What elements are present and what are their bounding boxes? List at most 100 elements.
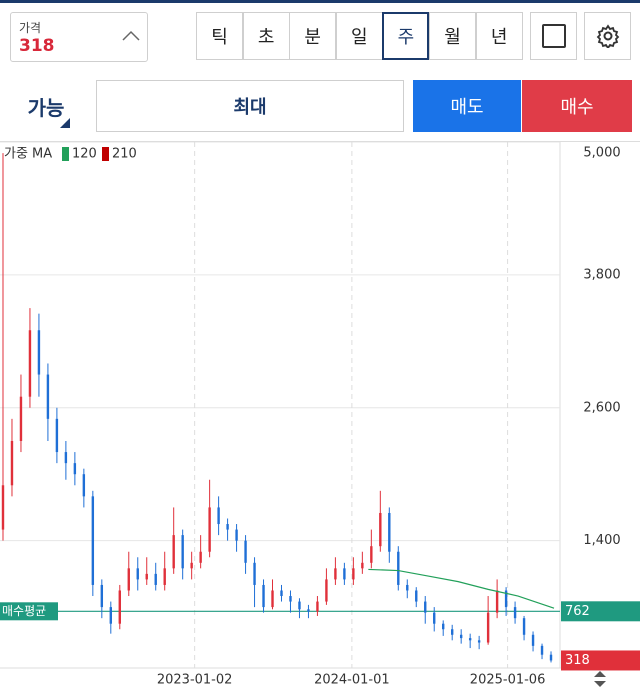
candle-body xyxy=(10,440,14,486)
candle-body xyxy=(208,507,211,552)
candle-body xyxy=(307,609,310,612)
candle-body xyxy=(325,579,328,602)
candle-body xyxy=(199,551,202,563)
candle-body xyxy=(450,629,454,635)
timeframe-button[interactable]: 월 xyxy=(429,12,476,60)
candle xyxy=(181,529,184,580)
quantity-field[interactable]: 최대 xyxy=(96,80,404,132)
candle xyxy=(10,418,14,497)
candle-body xyxy=(486,612,490,643)
ma-line xyxy=(368,568,555,609)
candle xyxy=(325,568,328,605)
checkbox-button[interactable] xyxy=(530,12,577,60)
candle xyxy=(136,557,139,591)
candle xyxy=(199,535,202,569)
candle-body xyxy=(388,512,391,552)
candle-body xyxy=(145,573,148,580)
candle xyxy=(504,587,508,616)
candle-body xyxy=(127,568,130,591)
candle xyxy=(217,496,220,536)
candle xyxy=(468,633,472,649)
candle-body xyxy=(163,568,166,585)
buy-button[interactable]: 매수 xyxy=(522,80,632,132)
legend-title: 가중 MA xyxy=(4,147,52,162)
candle-body xyxy=(226,524,229,530)
mode-button[interactable]: 가능 xyxy=(6,80,86,132)
candle-body xyxy=(477,640,481,643)
y-tick-label: 1,400 xyxy=(583,533,620,548)
candle-body xyxy=(280,590,283,597)
candle-body xyxy=(415,590,418,602)
candle xyxy=(73,452,77,486)
candle-body xyxy=(316,601,319,612)
candle-body xyxy=(46,374,50,419)
checkbox xyxy=(541,24,566,48)
candle-body xyxy=(531,634,535,646)
last-price-bg xyxy=(561,650,640,671)
candle xyxy=(289,590,292,613)
candle-body xyxy=(100,584,104,608)
gear-icon xyxy=(596,24,619,48)
candle xyxy=(361,551,364,574)
timeframe-button[interactable]: 년 xyxy=(475,12,523,60)
candle-body xyxy=(244,540,247,563)
legend-swatch xyxy=(62,147,69,161)
candle-body xyxy=(1,485,5,530)
candle-body xyxy=(181,535,184,569)
timeframe-button[interactable]: 주 xyxy=(382,12,430,60)
candle-body xyxy=(459,634,463,639)
settings-button[interactable] xyxy=(584,12,631,60)
candle xyxy=(307,604,310,619)
price-box[interactable]: 가격 318 xyxy=(10,12,148,62)
candle-body xyxy=(28,330,32,397)
candle-body xyxy=(253,562,256,585)
candle-body xyxy=(118,590,121,624)
candle-body xyxy=(343,568,346,580)
candle-body xyxy=(298,601,301,610)
timeframe-button[interactable]: 일 xyxy=(335,12,383,60)
candle-body xyxy=(540,645,544,655)
candle-body xyxy=(504,590,508,608)
avg-value-bg xyxy=(561,601,640,622)
candle-body xyxy=(271,590,274,608)
candle xyxy=(145,557,148,585)
candle xyxy=(379,490,382,552)
x-tick-label: 2025-01-06 xyxy=(470,673,546,688)
quantity-text: 최대 xyxy=(233,97,267,118)
candle-body xyxy=(109,607,113,624)
candle-body xyxy=(495,590,499,613)
candle-body xyxy=(289,596,292,602)
candle xyxy=(298,598,301,619)
chevron xyxy=(122,30,140,41)
candle xyxy=(433,607,436,632)
candle xyxy=(316,596,319,616)
candle-body xyxy=(37,330,41,375)
timeframe-button[interactable]: 초 xyxy=(242,12,290,60)
avg-label-bg xyxy=(0,602,58,621)
timeframe-button[interactable]: 분 xyxy=(289,12,337,60)
candle xyxy=(352,557,355,585)
candle xyxy=(82,468,86,508)
x-tick-label: 2024-01-01 xyxy=(314,673,390,688)
candle-body xyxy=(397,551,400,585)
y-tick-label: 2,600 xyxy=(583,400,620,415)
candle xyxy=(388,507,391,563)
timeframe-button[interactable]: 틱 xyxy=(196,12,243,60)
scroll-icon xyxy=(594,681,606,687)
price-label: 가격 xyxy=(19,21,42,35)
avg-label: 매수평균 xyxy=(2,604,46,618)
sell-button[interactable]: 매도 xyxy=(413,80,521,132)
x-tick-label: 2023-01-02 xyxy=(157,673,233,688)
candle-body xyxy=(522,618,526,635)
candle xyxy=(118,584,121,630)
candle xyxy=(262,579,265,613)
candle-body xyxy=(379,512,382,547)
candle-body xyxy=(352,568,355,580)
candle xyxy=(343,562,346,585)
legend-label: 210 xyxy=(112,147,137,162)
candle xyxy=(495,579,499,619)
candle xyxy=(127,551,130,597)
legend-label: 120 xyxy=(72,147,97,162)
